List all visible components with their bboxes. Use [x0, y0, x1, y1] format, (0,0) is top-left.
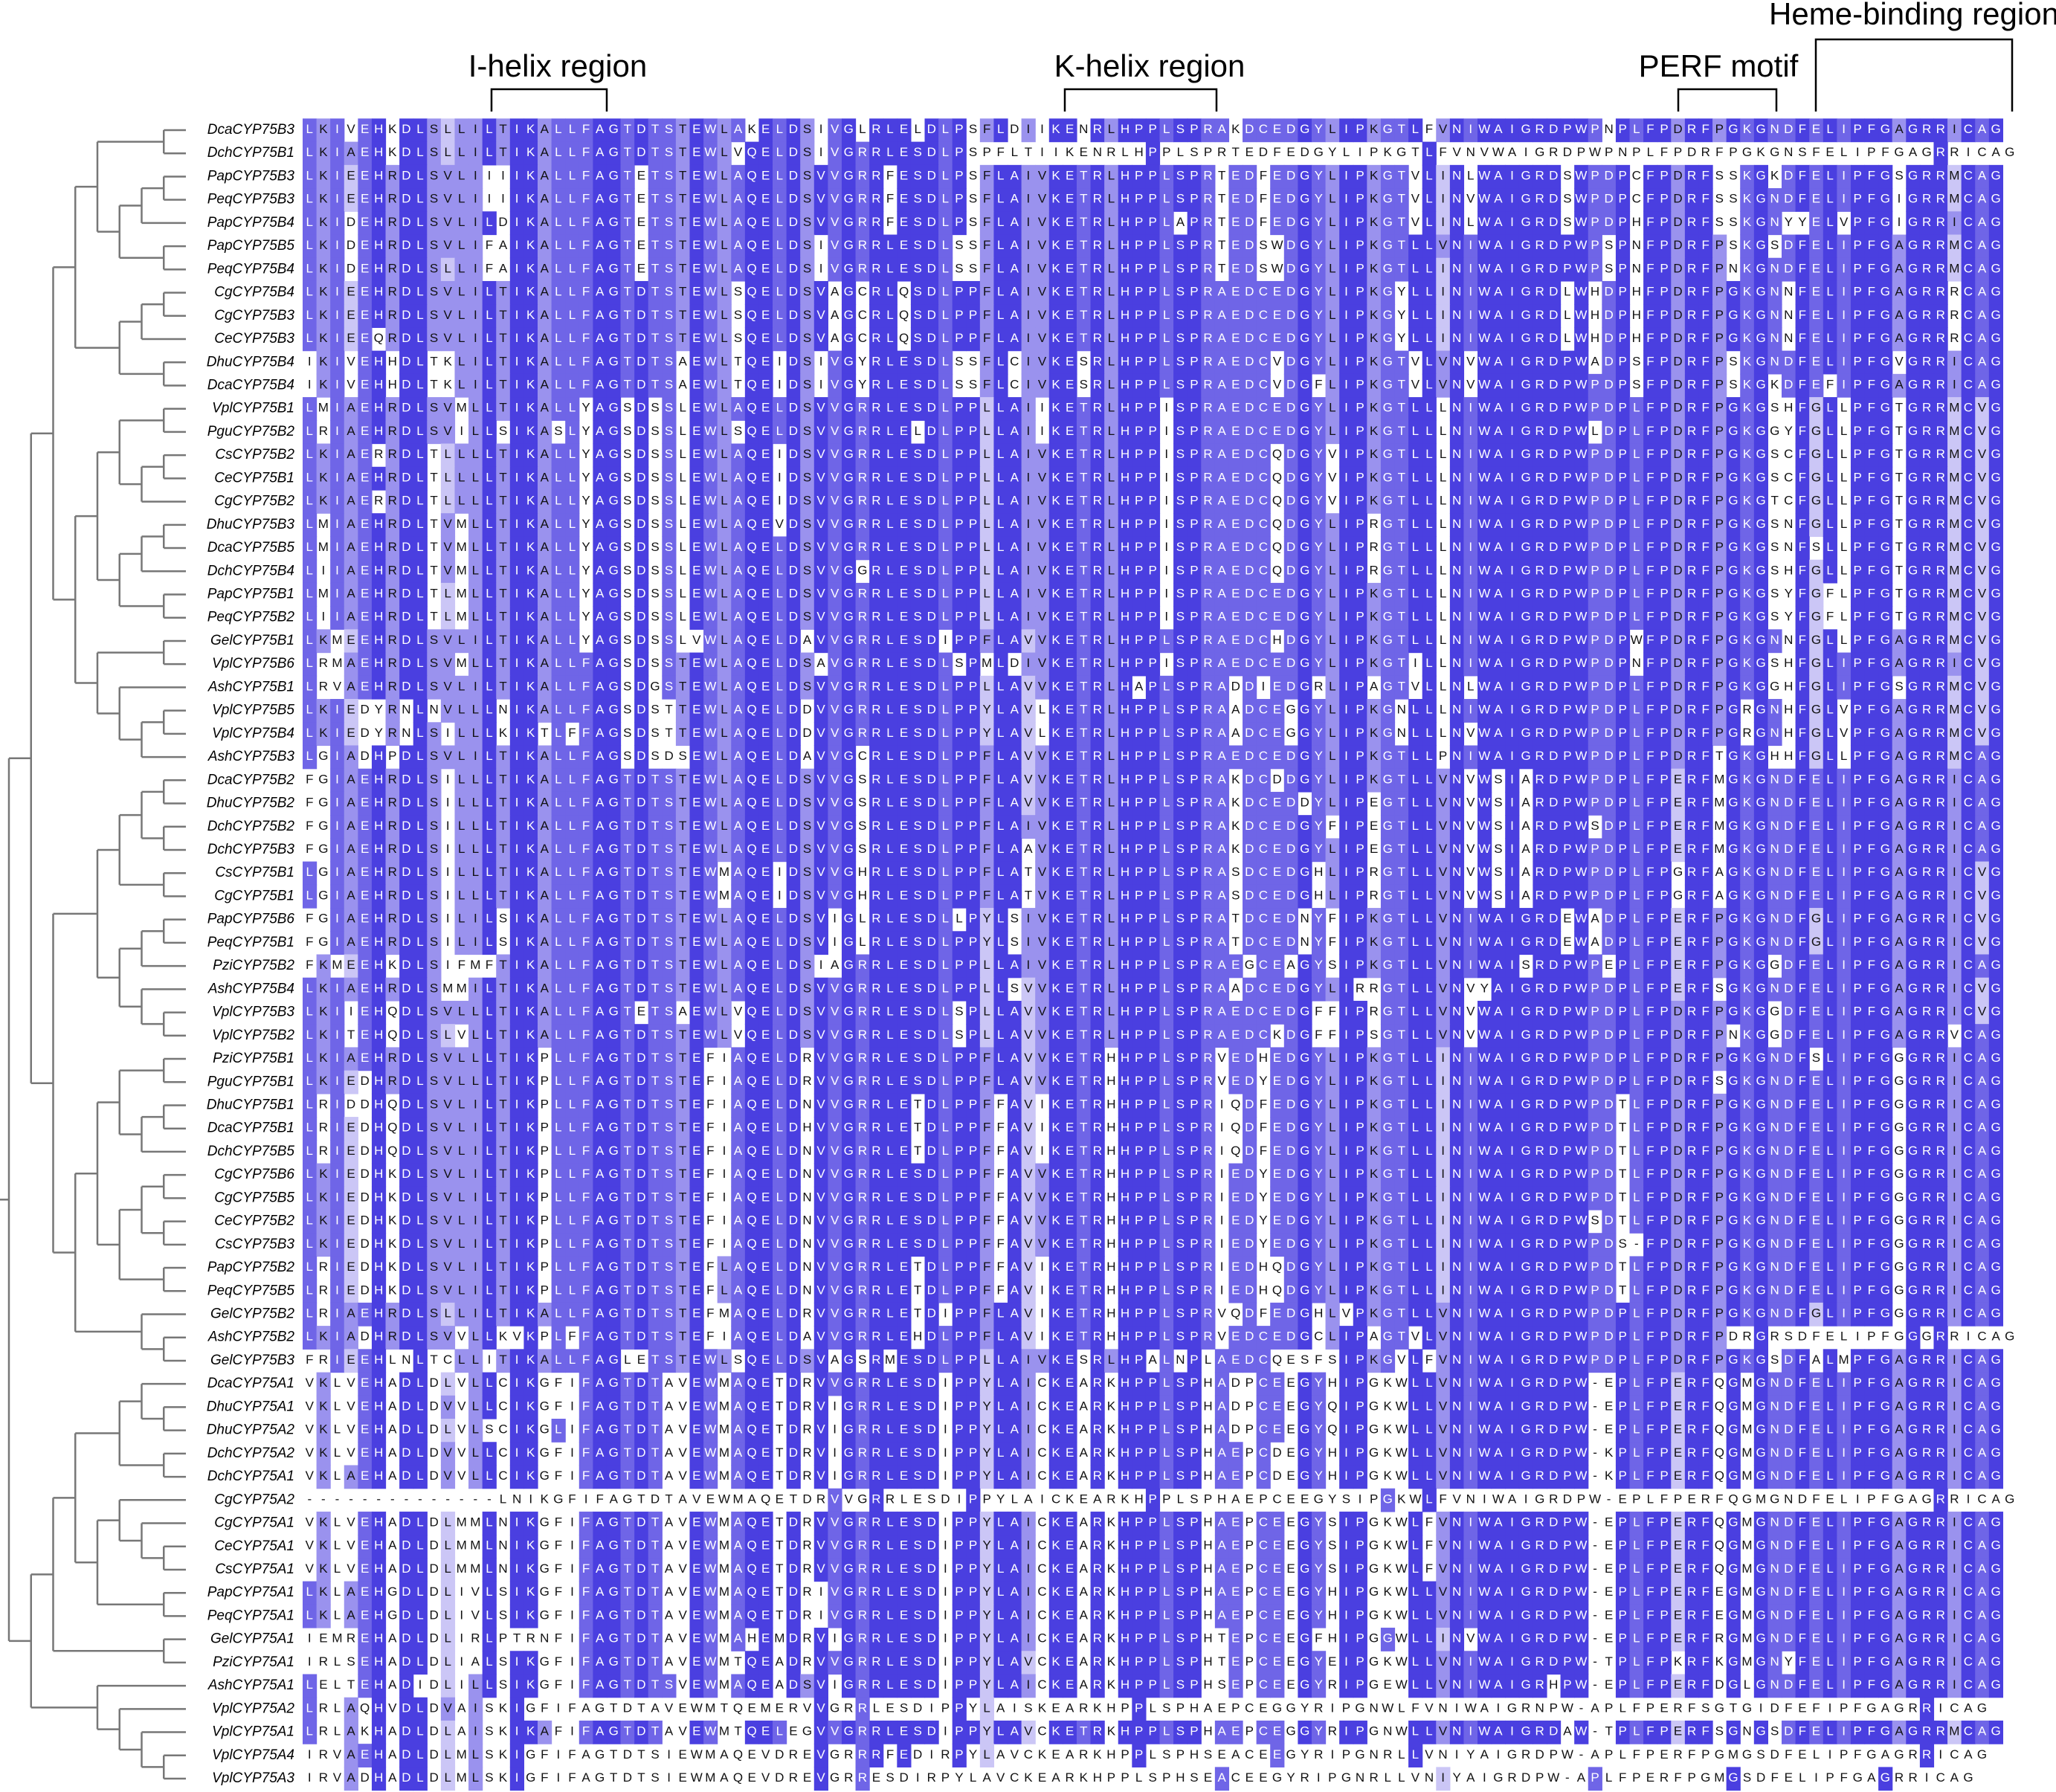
region-label: I-helix region: [468, 48, 647, 83]
region-label: K-helix region: [1054, 48, 1245, 83]
region-bracket: [1678, 89, 1776, 112]
region-bracket: [1816, 39, 2012, 112]
region-bracket: [1065, 89, 1216, 112]
region-label: PERF motif: [1639, 48, 1799, 83]
region-label: Heme-binding region: [1769, 0, 2056, 31]
region-bracket: [492, 89, 607, 112]
